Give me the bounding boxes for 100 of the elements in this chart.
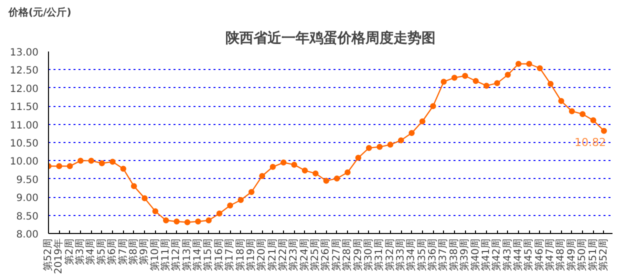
x-tick-label: 第38周: [448, 238, 460, 272]
y-tick-label: 11.50: [10, 102, 39, 114]
x-tick-label: 第29周: [352, 238, 364, 272]
x-tick-label: 第7周: [116, 238, 129, 265]
x-tick-label: 第17周: [224, 238, 236, 272]
x-tick-label: 第45周: [522, 238, 535, 272]
point: [344, 169, 351, 176]
chart-title: 陕西省近一年鸡蛋价格周度走势图: [226, 30, 436, 46]
y-tick-label: 8.50: [16, 211, 38, 222]
point: [163, 217, 169, 224]
y-tick-label: 10.50: [10, 138, 39, 150]
x-tick-label: 第36周: [426, 238, 439, 272]
point: [206, 217, 212, 224]
x-tick-label: 第28周: [341, 238, 354, 272]
y-tick-label: 8.00: [16, 230, 38, 240]
x-tick-label: 第31周: [373, 238, 386, 272]
point: [558, 98, 564, 104]
point: [184, 219, 190, 226]
x-tick-label: 第3周: [74, 238, 86, 265]
point: [238, 197, 244, 204]
x-tick-label: 第24周: [298, 238, 310, 272]
point: [580, 111, 586, 118]
x-tick-label: 第34周: [405, 238, 418, 272]
x-tick-label: 第20周: [256, 238, 268, 272]
x-tick-label: 第52周: [42, 238, 54, 272]
x-tick-label: 第43周: [501, 238, 514, 272]
x-tick-label: 第22周: [277, 238, 289, 272]
point: [430, 103, 436, 110]
x-tick-label: 第26周: [320, 238, 332, 272]
y-tick-label: 12.00: [10, 84, 39, 95]
point: [462, 72, 468, 79]
point: [56, 163, 62, 170]
x-tick-label: 第23周: [288, 238, 300, 272]
x-tick-label: 第32周: [384, 238, 396, 272]
y-axis-title: 价格(元/公斤): [8, 6, 72, 18]
x-tick-label: 第44周: [512, 238, 524, 272]
point: [366, 144, 372, 151]
point: [216, 210, 222, 216]
point: [312, 170, 319, 176]
x-tick-label: 第51周: [586, 238, 599, 272]
x-tick-label: 第47周: [544, 238, 556, 272]
point: [142, 195, 148, 202]
point: [98, 160, 105, 166]
point: [334, 176, 340, 182]
x-tick-label: 第18周: [234, 238, 246, 272]
x-tick-label: 第39周: [458, 238, 471, 272]
x-tick-label: 第40周: [469, 238, 482, 272]
point: [280, 160, 286, 166]
point: [355, 154, 362, 161]
point: [291, 162, 298, 168]
x-tick-label: 第11周: [160, 238, 172, 272]
point: [66, 163, 73, 170]
point: [376, 144, 383, 150]
point: [483, 82, 490, 89]
point: [536, 65, 543, 72]
y-tick-label: 12.50: [10, 66, 39, 77]
point: [248, 189, 254, 195]
y-tick-label: 9.00: [16, 193, 38, 204]
x-tick-label: 第30周: [362, 238, 374, 272]
point: [590, 117, 596, 124]
x-tick-label: 第37周: [437, 238, 450, 272]
x-tick-label: 第13周: [180, 238, 193, 272]
x-tick-label: 第15周: [202, 238, 214, 272]
point: [152, 208, 158, 214]
y-tick-label: 13.00: [10, 48, 39, 58]
point: [548, 80, 554, 87]
point: [195, 218, 202, 224]
y-tick-label: 9.50: [16, 174, 38, 186]
x-tick-label: 第2周: [63, 238, 76, 265]
point: [494, 80, 500, 86]
y-tick-label: 10.00: [10, 156, 39, 168]
point: [323, 178, 330, 184]
point: [78, 158, 84, 164]
point: [110, 158, 116, 165]
x-tick-label: 第50周: [576, 238, 588, 272]
point: [398, 137, 404, 144]
x-tick-label: 第5周: [95, 238, 108, 265]
x-tick-label: 第8周: [127, 238, 140, 265]
x-tick-label: 第46周: [533, 238, 546, 272]
point: [472, 78, 479, 84]
x-tick-label: 第21周: [266, 238, 278, 272]
point: [120, 166, 126, 172]
x-tick-label: 第33周: [394, 238, 406, 272]
x-tick-label: 第41周: [480, 238, 492, 272]
point: [227, 202, 234, 208]
point: [600, 128, 607, 134]
x-tick-label: 第12周: [170, 238, 182, 272]
point: [440, 78, 447, 85]
x-tick-label: 第42周: [490, 238, 503, 272]
point: [270, 164, 276, 170]
x-tick-label: 第6周: [106, 238, 118, 265]
x-tick-label: 第48周: [554, 238, 567, 272]
x-tick-label: 第4周: [84, 238, 97, 265]
x-tick-label: 第14周: [192, 238, 204, 272]
point: [302, 168, 308, 174]
point: [130, 183, 137, 190]
x-tick-label: 第35周: [416, 238, 428, 272]
x-tick-label: 第49周: [565, 238, 578, 272]
data-label: 10.82: [574, 136, 606, 149]
point: [259, 172, 266, 179]
